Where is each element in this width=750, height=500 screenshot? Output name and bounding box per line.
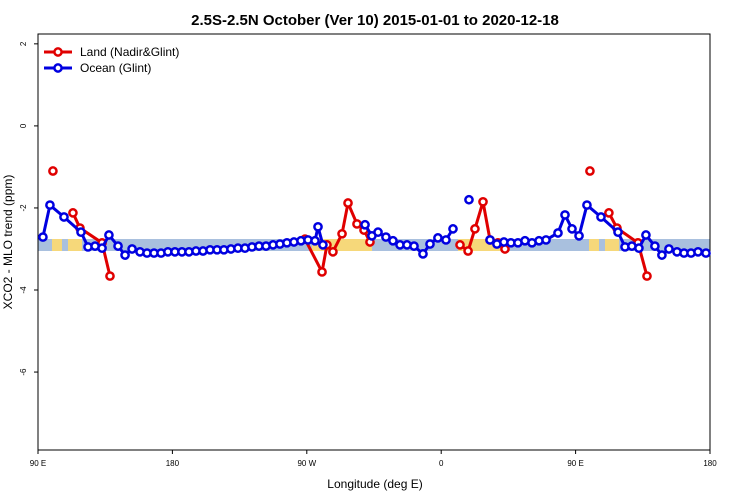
x-tick-label: 90 E <box>567 459 583 468</box>
point <box>574 230 584 241</box>
point <box>313 221 323 232</box>
point <box>318 240 328 250</box>
point <box>541 235 551 245</box>
point <box>485 235 495 245</box>
point <box>352 219 362 229</box>
point <box>373 227 383 238</box>
x-tick-label: 180 <box>703 459 717 468</box>
chart-title: 2.5S-2.5N October (Ver 10) 2015-01-01 to… <box>191 12 559 29</box>
point <box>104 230 114 240</box>
point <box>596 212 606 222</box>
point <box>441 235 451 245</box>
point <box>641 230 651 240</box>
point <box>567 224 577 234</box>
x-tick-label: 180 <box>166 459 180 468</box>
band-land <box>605 239 619 251</box>
point <box>582 200 592 210</box>
point <box>59 212 69 222</box>
point <box>642 271 652 281</box>
legend-marker <box>53 47 63 57</box>
y-tick-label: -2 <box>19 204 28 212</box>
band-land <box>589 239 599 251</box>
point <box>470 224 480 234</box>
point <box>343 198 353 208</box>
point <box>38 232 48 242</box>
x-axis-label: Longitude (deg E) <box>327 477 422 491</box>
point <box>317 267 327 277</box>
point <box>310 235 320 246</box>
point <box>553 228 563 238</box>
point <box>381 232 391 242</box>
point <box>650 241 660 251</box>
y-axis-label: XCO2 - MLO trend (ppm) <box>1 175 15 310</box>
point <box>418 249 428 259</box>
legend-label: Land (Nadir&Glint) <box>80 45 179 59</box>
point <box>127 244 137 254</box>
point <box>585 166 595 176</box>
point <box>560 210 570 220</box>
point <box>693 246 703 257</box>
point <box>701 248 711 258</box>
point <box>478 196 488 207</box>
x-tick-label: 90 E <box>30 459 46 468</box>
point <box>664 244 674 254</box>
y-tick-label: 2 <box>19 41 28 46</box>
plot-frame <box>37 33 711 451</box>
point <box>634 243 644 254</box>
point <box>657 250 667 260</box>
legend-label: Ocean (Glint) <box>80 61 151 75</box>
point <box>455 240 465 250</box>
point <box>409 241 419 251</box>
point <box>463 246 473 256</box>
point <box>433 233 443 243</box>
point <box>425 239 435 249</box>
y-tick-label: -6 <box>19 368 28 376</box>
point <box>613 227 623 238</box>
band-land <box>68 239 82 251</box>
legend-marker <box>53 63 63 73</box>
y-tick-label: 0 <box>19 123 28 128</box>
point <box>105 271 115 281</box>
point <box>68 208 78 218</box>
x-tick-label: 0 <box>439 459 444 468</box>
point <box>604 208 614 218</box>
point <box>328 246 338 257</box>
point <box>360 219 370 230</box>
point <box>448 224 458 234</box>
y-tick-label: -4 <box>19 286 28 294</box>
point <box>45 200 55 210</box>
band-land <box>52 239 62 251</box>
point <box>76 227 86 238</box>
point <box>48 166 58 176</box>
point <box>113 241 123 251</box>
point <box>464 194 474 205</box>
point <box>388 235 398 246</box>
point <box>337 228 347 239</box>
point <box>97 243 107 254</box>
x-tick-label: 90 W <box>297 459 316 468</box>
point <box>120 250 130 260</box>
